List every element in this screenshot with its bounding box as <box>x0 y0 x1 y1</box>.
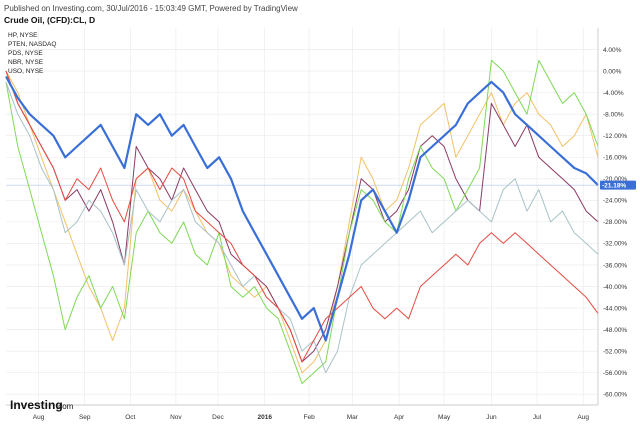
y-tick-label: -8.00% <box>603 111 624 118</box>
y-tick-label: 0.00% <box>603 68 622 75</box>
chart-title: Crude Oil, (CFD):CL, D <box>4 15 96 25</box>
chart-header: Published on Investing.com, 30/Jul/2016 … <box>4 3 636 26</box>
series-line-hp <box>5 70 599 374</box>
published-caption: Published on Investing.com, 30/Jul/2016 … <box>4 4 298 13</box>
x-tick-label: 2016 <box>257 414 272 421</box>
x-tick-label: Jul <box>533 414 542 421</box>
last-value-marker: -21.18% <box>600 180 636 190</box>
legend-entry-pten: PTEN, NASDAQ <box>8 41 56 48</box>
y-tick-label: -48.00% <box>603 327 627 334</box>
last-value-badge <box>600 180 636 190</box>
logo-main-text: Investing <box>10 398 63 412</box>
y-tick-label: 4.00% <box>603 47 622 54</box>
y-tick-label: -52.00% <box>603 348 627 355</box>
series-line-crude <box>5 75 599 342</box>
y-tick-label: -12.00% <box>603 133 627 140</box>
investing-logo: Investing.com <box>10 398 74 412</box>
y-tick-label: -32.00% <box>603 241 627 248</box>
y-tick-label: -4.00% <box>603 90 624 97</box>
grid <box>6 28 598 405</box>
legend-entry-nbr: NBR, NYSE <box>8 59 44 66</box>
y-tick-label: -44.00% <box>603 305 627 312</box>
x-tick-label: Apr <box>394 414 405 421</box>
last-value-label: -21.18% <box>602 182 626 189</box>
x-tick-label: Jun <box>486 414 497 421</box>
logo-sub-text: .com <box>56 402 74 411</box>
series-line-nbr <box>5 81 599 374</box>
x-tick-label: Nov <box>170 414 182 421</box>
series-line-pds <box>5 59 599 384</box>
y-tick-label: -36.00% <box>603 262 627 269</box>
y-tick-label: -60.00% <box>603 392 627 399</box>
y-tick-label: -16.00% <box>603 155 627 162</box>
x-tick-label: May <box>438 414 451 421</box>
y-tick-label: -20.00% <box>603 176 627 183</box>
x-axis: Aug Sep Oct Nov Dec 2016 Feb Mar Apr May Jun Jul Aug <box>6 404 598 421</box>
series-line-uso <box>5 70 599 363</box>
x-tick-label: Aug <box>577 414 589 421</box>
y-tick-label: -56.00% <box>603 370 627 377</box>
x-tick-label: Sep <box>79 414 91 421</box>
x-tick-label: Aug <box>33 414 45 421</box>
y-tick-label: -24.00% <box>603 198 627 205</box>
legend-entry-pds: PDS, NYSE <box>8 50 43 57</box>
x-tick-label: Oct <box>125 414 135 421</box>
y-axis: 4.00% 0.00% -4.00% -8.00% -12.00% -16.00% -20.… <box>597 28 627 405</box>
legend-entry-uso: USO, NYSE <box>8 68 44 75</box>
x-tick-label: Mar <box>347 414 359 421</box>
y-tick-label: -40.00% <box>603 284 627 291</box>
x-tick-label: Feb <box>304 414 316 421</box>
legend: HP, NYSE PTEN, NASDAQ PDS, NYSE NBR, NYSE US… <box>8 32 56 75</box>
series-lines <box>5 59 599 384</box>
x-tick-label: Dec <box>212 414 224 421</box>
y-tick-label: -28.00% <box>603 219 627 226</box>
legend-entry-hp: HP, NYSE <box>8 32 38 39</box>
